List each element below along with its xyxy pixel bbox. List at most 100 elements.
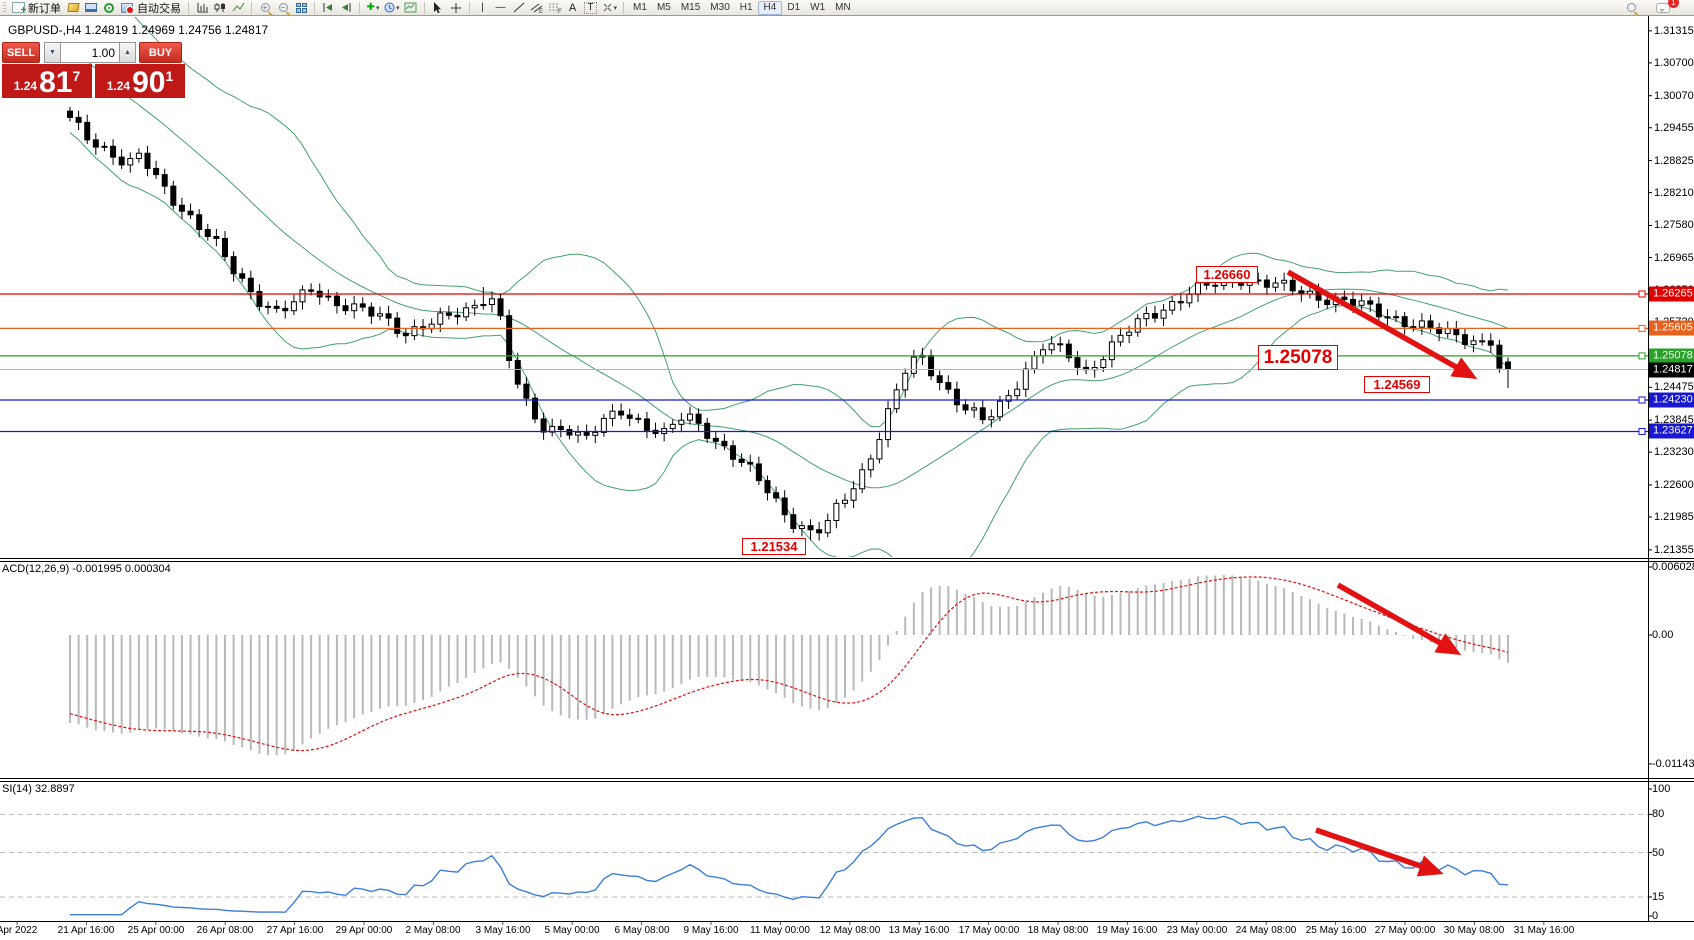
timeframe-mn[interactable]: MN — [835, 2, 851, 13]
date-tick-label: 18 May 08:00 — [1027, 925, 1089, 936]
date-tick-label: 30 May 08:00 — [1443, 925, 1505, 936]
bar-chart-button[interactable] — [193, 1, 211, 15]
date-tick-label: 3 May 16:00 — [475, 925, 531, 936]
trendline-icon — [513, 2, 524, 13]
rsi-scale-label: 100 — [1652, 783, 1671, 795]
cursor-icon — [434, 1, 442, 13]
horizontal-line-button[interactable]: — — [492, 1, 510, 15]
text-tool-icon: A — [568, 1, 577, 14]
price-tick: 1.27580 — [1654, 219, 1694, 231]
bar-chart-icon — [197, 3, 208, 13]
svg-text:E: E — [539, 9, 543, 13]
price-tick: 1.31315 — [1654, 25, 1694, 37]
chart-shift-button[interactable] — [337, 1, 355, 15]
channel-icon: E — [530, 3, 543, 13]
fibonacci-button[interactable]: F — [546, 1, 564, 15]
auto-trading-button[interactable] — [118, 1, 136, 15]
volume-increase-button[interactable]: ▲ — [119, 42, 136, 63]
price-annotation[interactable]: 1.21534 — [742, 538, 806, 555]
terminal-button[interactable] — [82, 1, 100, 15]
new-order-button[interactable] — [9, 1, 27, 16]
timeframe-m5[interactable]: M5 — [656, 2, 671, 13]
price-tick: 1.28210 — [1654, 187, 1694, 199]
date-tick-label: 11 May 00:00 — [750, 925, 810, 936]
toolbar-grip[interactable] — [3, 1, 6, 14]
text-tool-button[interactable]: A — [564, 1, 582, 15]
price-tick: 1.23230 — [1654, 446, 1694, 458]
timeframe-w1[interactable]: W1 — [810, 2, 826, 13]
date-tick-label: 25 Apr 00:00 — [127, 925, 185, 936]
current-price-label: 1.24817 — [1649, 362, 1694, 377]
price-tick: 1.21985 — [1654, 511, 1694, 523]
volume-decrease-button[interactable]: ▼ — [44, 42, 61, 63]
rsi-line — [70, 815, 1509, 916]
price-annotation[interactable]: 1.25078 — [1258, 345, 1338, 370]
auto-trading-icon — [121, 2, 134, 14]
one-click-trading-panel: SELL ▼ ▲ BUY 1.24 81 7 1.24 90 1 — [2, 42, 185, 98]
price-level-label: 1.24230 — [1649, 392, 1694, 408]
main-toolbar: 新订单 自动交易 + − ✚▾ ▾ — [0, 0, 1694, 16]
buy-price-display[interactable]: 1.24 90 1 — [95, 64, 185, 98]
terminal-icon — [85, 3, 97, 12]
add-indicator-button[interactable]: ✚ ▾ — [366, 1, 380, 13]
date-tick-label: 19 May 16:00 — [1096, 925, 1158, 936]
sell-button[interactable]: SELL — [2, 42, 40, 63]
new-order-label[interactable]: 新订单 — [28, 2, 61, 15]
date-tick-label: 31 May 16:00 — [1513, 925, 1575, 936]
notifications-button[interactable]: 1 — [1654, 0, 1679, 15]
timeframe-m15[interactable]: M15 — [680, 2, 701, 13]
date-tick-label: 2 May 08:00 — [405, 925, 461, 936]
price-annotation[interactable]: 1.24569 — [1364, 376, 1430, 393]
macd-histogram — [69, 574, 1509, 756]
price-downtrend-arrow[interactable] — [1286, 269, 1478, 379]
template-icon — [404, 2, 417, 13]
auto-scroll-button[interactable] — [319, 1, 337, 15]
price-tick: 1.30700 — [1654, 57, 1694, 69]
horizontal-level-lines[interactable] — [0, 290, 1648, 435]
arrows-tool-button[interactable]: ▾ — [600, 1, 620, 15]
chart-shift-icon — [342, 3, 351, 12]
buy-button[interactable]: BUY — [139, 42, 182, 63]
crosshair-button[interactable] — [447, 1, 465, 15]
vertical-line-button[interactable]: | — [474, 1, 492, 15]
date-tick-label: 27 May 00:00 — [1374, 925, 1436, 936]
volume-input[interactable] — [61, 42, 119, 63]
timeframe-d1[interactable]: D1 — [787, 2, 801, 13]
date-tick-label: 27 Apr 16:00 — [266, 925, 324, 936]
fibonacci-icon: F — [548, 3, 562, 13]
sell-price-display[interactable]: 1.24 81 7 — [2, 64, 92, 98]
candlestick-chart-button[interactable] — [211, 1, 229, 15]
price-annotation[interactable]: 1.26660 — [1196, 266, 1258, 283]
price-level-label: 1.25605 — [1649, 320, 1694, 336]
cursor-button[interactable] — [429, 1, 447, 15]
clock-icon — [384, 2, 395, 13]
date-tick-label: 26 Apr 08:00 — [196, 925, 254, 936]
timeframe-h4[interactable]: H4 — [757, 0, 783, 15]
macd-downtrend-arrow[interactable] — [1336, 582, 1462, 655]
auto-trading-label[interactable]: 自动交易 — [137, 2, 181, 15]
equidistant-channel-button[interactable]: E — [528, 1, 546, 15]
trendline-button[interactable] — [510, 1, 528, 15]
rsi-scale-label: 0 — [1652, 910, 1659, 922]
date-tick-label: 25 May 16:00 — [1305, 925, 1367, 936]
timeframe-h1[interactable]: H1 — [739, 2, 753, 13]
chat-bubble-icon — [1656, 2, 1670, 13]
rsi-downtrend-arrow[interactable] — [1315, 827, 1444, 877]
date-tick-label: Apr 2022 — [0, 925, 38, 936]
timeframe-m1[interactable]: M1 — [633, 2, 647, 13]
price-tick: 1.29455 — [1654, 122, 1694, 134]
tile-windows-button[interactable] — [292, 1, 310, 15]
zoom-in-button[interactable]: + — [256, 1, 274, 15]
text-label-button[interactable]: T — [582, 1, 600, 15]
zoom-out-button[interactable]: − — [274, 1, 292, 15]
search-button[interactable] — [1622, 1, 1640, 15]
line-chart-button[interactable] — [229, 1, 247, 15]
timeframe-toolbar: M1 M5 M15 M30 H1 H4 D1 W1 MN — [628, 0, 856, 16]
period-button[interactable]: ▾ — [382, 1, 402, 15]
template-button[interactable] — [402, 1, 420, 15]
timeframe-m30[interactable]: M30 — [710, 2, 730, 13]
price-level-label: 1.23627 — [1649, 423, 1694, 439]
price-tick: 1.21355 — [1654, 544, 1694, 556]
strategy-tester-button[interactable] — [100, 1, 118, 15]
